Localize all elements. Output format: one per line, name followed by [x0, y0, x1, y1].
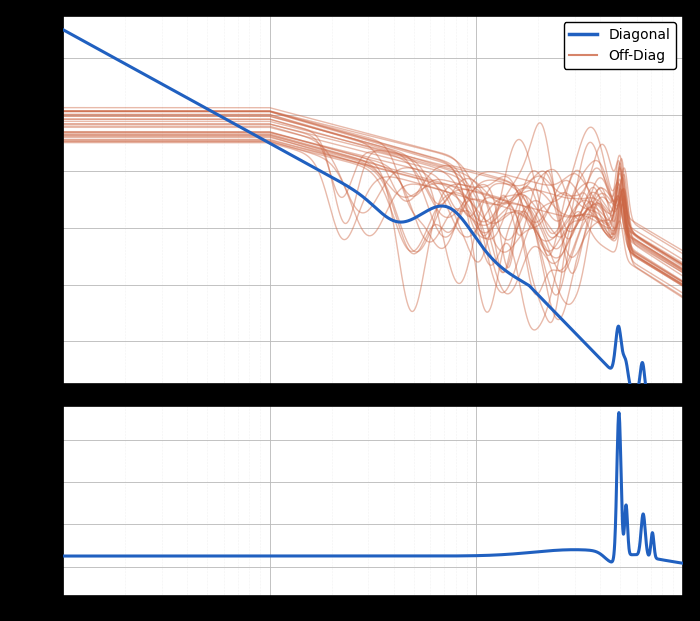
- Legend: Diagonal, Off-Diag: Diagonal, Off-Diag: [564, 22, 676, 68]
